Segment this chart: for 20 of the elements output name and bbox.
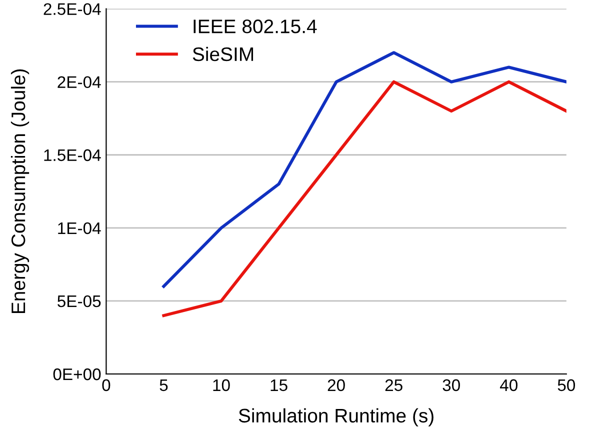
- x-tick-label: 0: [102, 379, 110, 392]
- y-tick-label: 5E-05: [58, 295, 101, 308]
- line-series: [162, 80, 566, 318]
- y-tick-label: 0E+00: [53, 368, 101, 380]
- x-tick-label: 50: [558, 379, 576, 392]
- y-axis-title: Energy Consumption (Joule): [10, 69, 30, 314]
- x-tick-label: 30: [442, 379, 460, 392]
- x-tick-label: 10: [213, 379, 230, 392]
- x-tick-label: 15: [270, 379, 288, 392]
- x-tick-label: 25: [385, 379, 402, 392]
- legend-label: IEEE 802.15.4: [194, 20, 317, 34]
- y-tick-label: 2E-04: [58, 76, 101, 88]
- x-tick-label: 40: [500, 379, 518, 392]
- x-tick-label: 5: [160, 379, 168, 392]
- y-tick-label: 1.5E-04: [44, 149, 101, 162]
- legend-label: SieSIM: [192, 46, 254, 62]
- y-tick-label: 2.5E-04: [44, 3, 101, 16]
- x-tick-label: 20: [328, 379, 345, 392]
- x-axis-title: Simulation Runtime (s): [238, 408, 434, 426]
- y-tick-label: 1E-04: [58, 222, 101, 234]
